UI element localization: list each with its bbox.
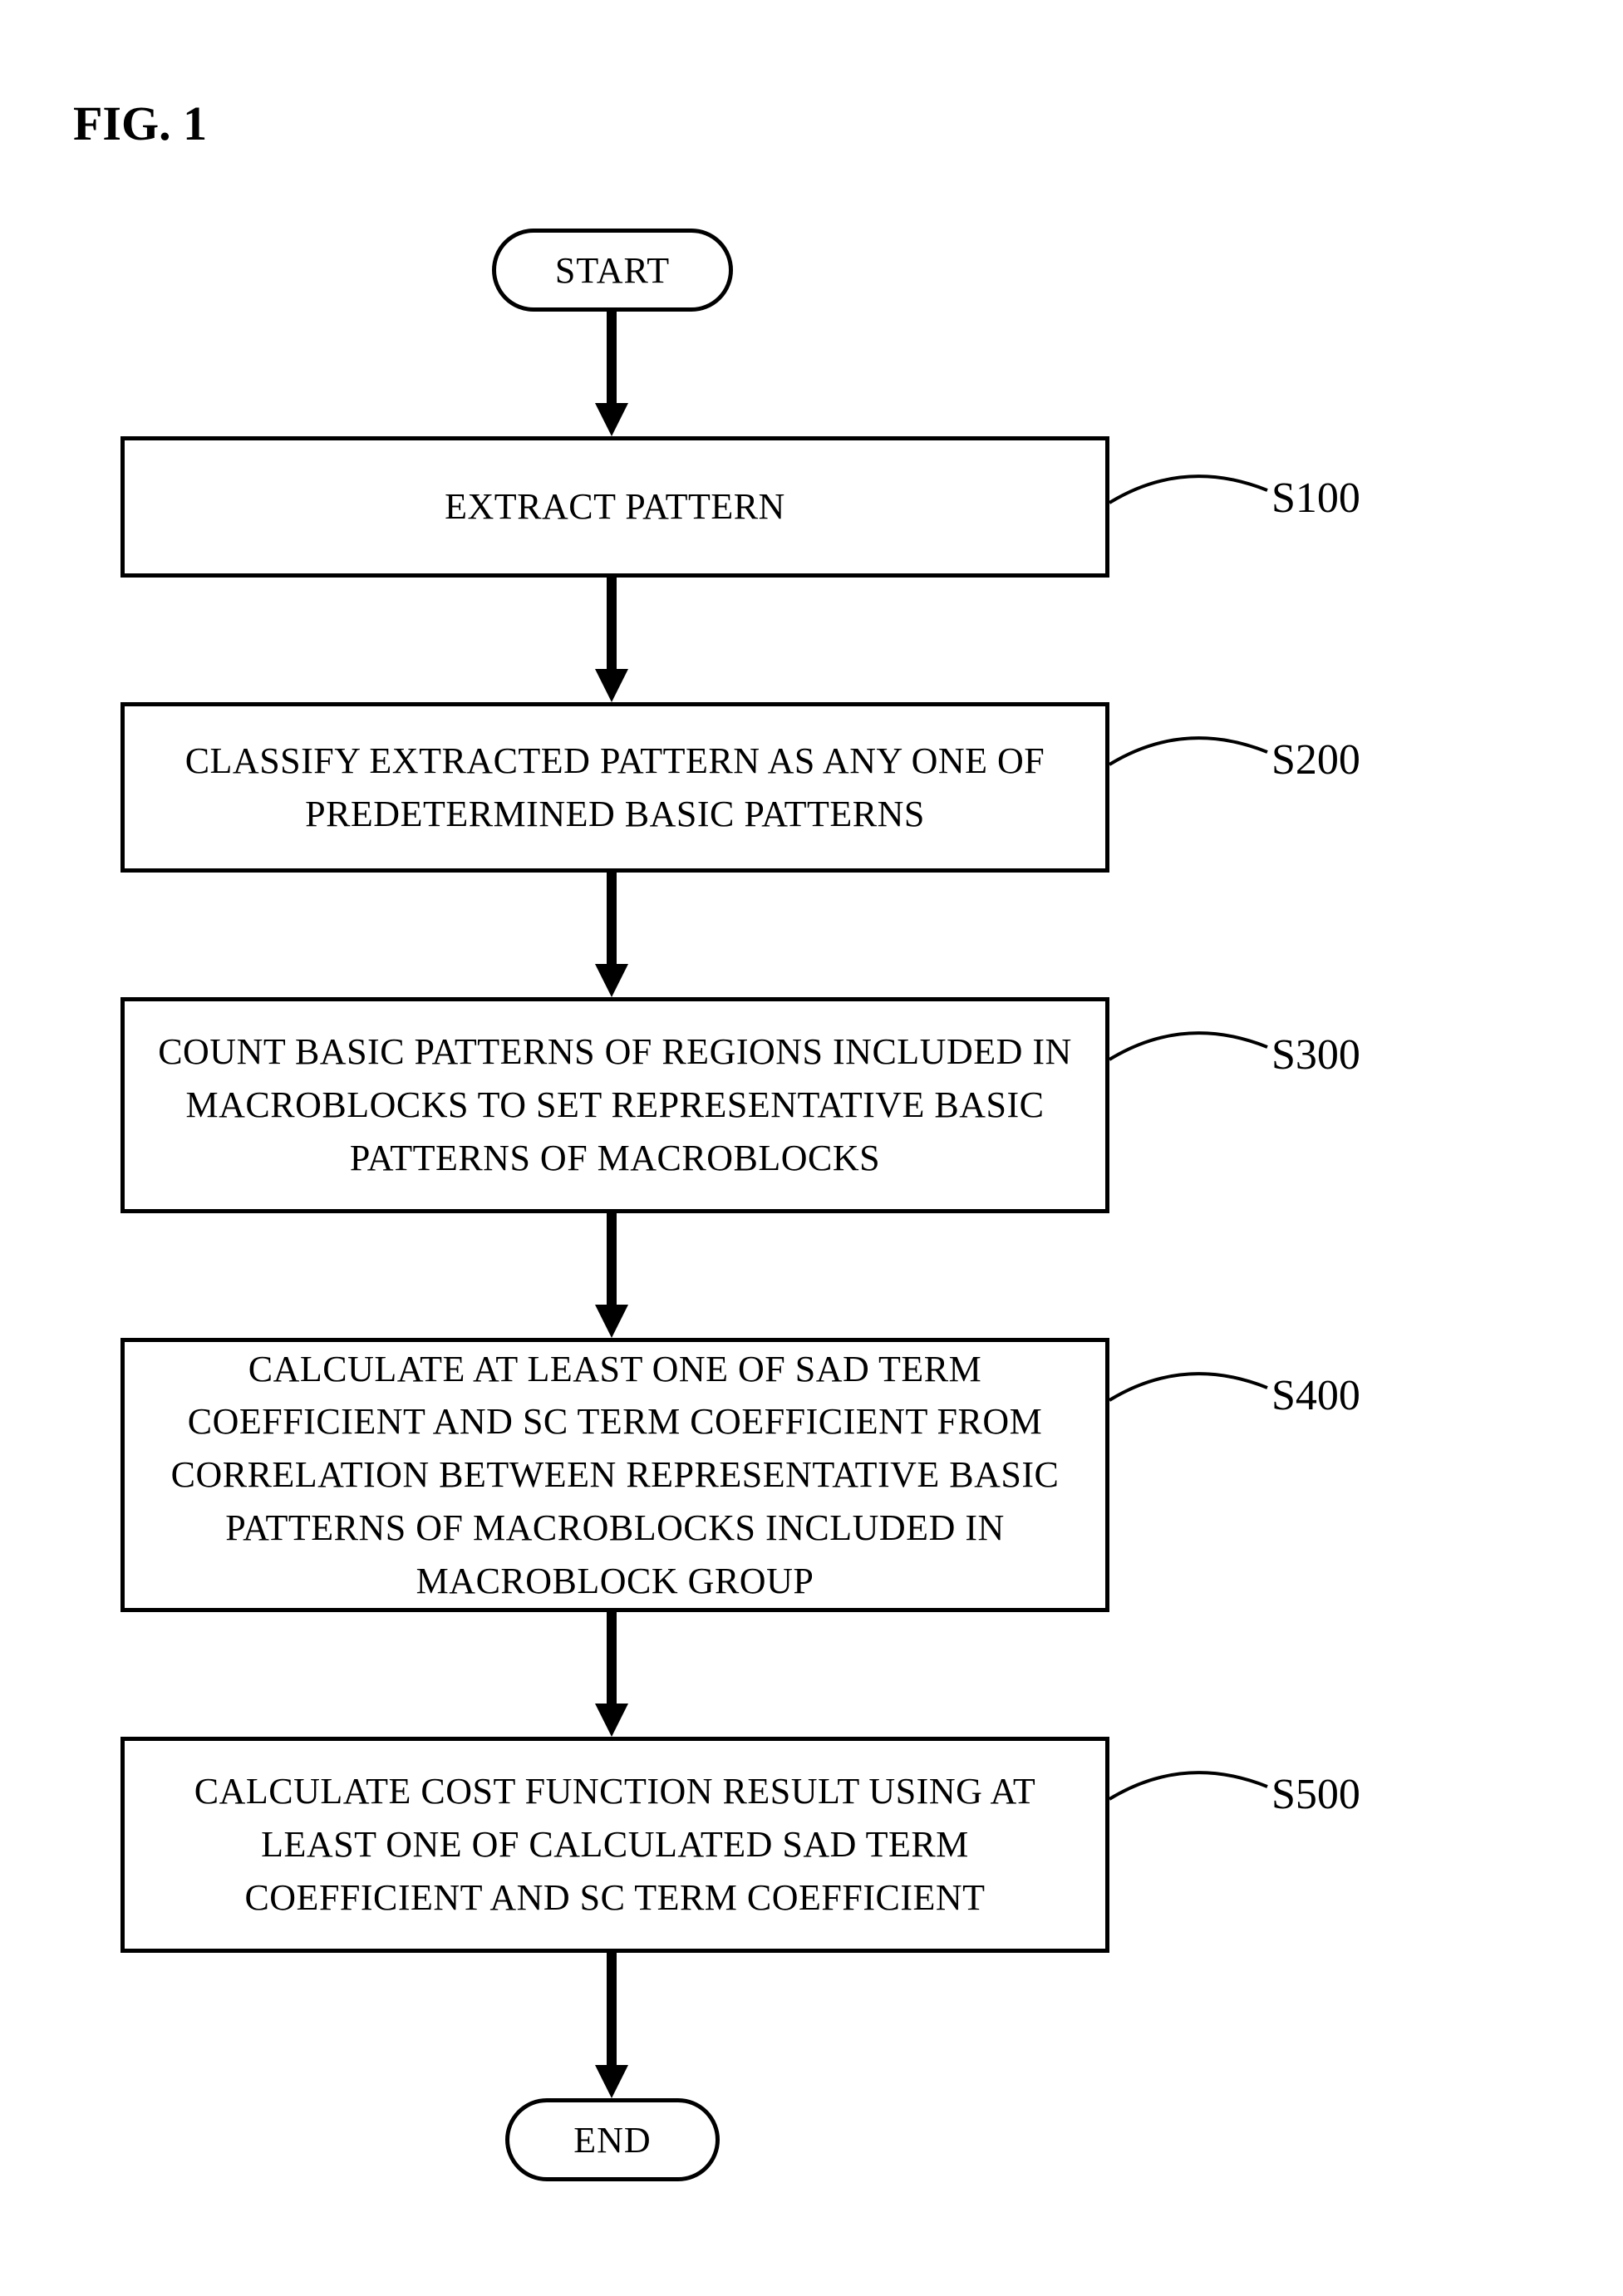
figure-label: FIG. 1	[73, 96, 207, 151]
arrow-connector	[607, 312, 617, 407]
process-box-s400: CALCULATE AT LEAST ONE OF SAD TERM COEFF…	[120, 1338, 1109, 1612]
arrow-connector	[607, 1953, 617, 2069]
connector-curve-icon	[1109, 715, 1271, 773]
step-label-s500: S500	[1271, 1770, 1360, 1819]
arrow-head-icon	[595, 964, 628, 997]
terminal-end: END	[505, 2098, 720, 2181]
process-box-s500: CALCULATE COST FUNCTION RESULT USING AT …	[120, 1737, 1109, 1953]
terminal-end-text: END	[573, 2119, 651, 2161]
terminal-start-text: START	[555, 249, 670, 292]
step-label-s200: S200	[1271, 735, 1360, 784]
process-text: CLASSIFY EXTRACTED PATTERN AS ANY ONE OF…	[158, 735, 1072, 841]
process-text: EXTRACT PATTERN	[445, 480, 785, 533]
process-box-s100: EXTRACT PATTERN	[120, 436, 1109, 578]
arrow-connector	[607, 578, 617, 673]
step-label-s100: S100	[1271, 474, 1360, 523]
step-label-s300: S300	[1271, 1030, 1360, 1079]
process-box-s300: COUNT BASIC PATTERNS OF REGIONS INCLUDED…	[120, 997, 1109, 1213]
connector-curve-icon	[1109, 453, 1271, 511]
step-label-s400: S400	[1271, 1371, 1360, 1420]
arrow-head-icon	[595, 1704, 628, 1737]
connector-curve-icon	[1109, 1350, 1271, 1409]
process-text: CALCULATE AT LEAST ONE OF SAD TERM COEFF…	[158, 1343, 1072, 1608]
connector-curve-icon	[1109, 1010, 1271, 1068]
process-box-s200: CLASSIFY EXTRACTED PATTERN AS ANY ONE OF…	[120, 702, 1109, 873]
process-text: COUNT BASIC PATTERNS OF REGIONS INCLUDED…	[158, 1025, 1072, 1184]
connector-curve-icon	[1109, 1749, 1271, 1807]
arrow-connector	[607, 1213, 617, 1309]
arrow-connector	[607, 1612, 617, 1708]
arrow-head-icon	[595, 403, 628, 436]
arrow-head-icon	[595, 2065, 628, 2098]
terminal-start: START	[492, 229, 733, 312]
arrow-head-icon	[595, 1305, 628, 1338]
arrow-connector	[607, 873, 617, 968]
process-text: CALCULATE COST FUNCTION RESULT USING AT …	[158, 1765, 1072, 1924]
arrow-head-icon	[595, 669, 628, 702]
